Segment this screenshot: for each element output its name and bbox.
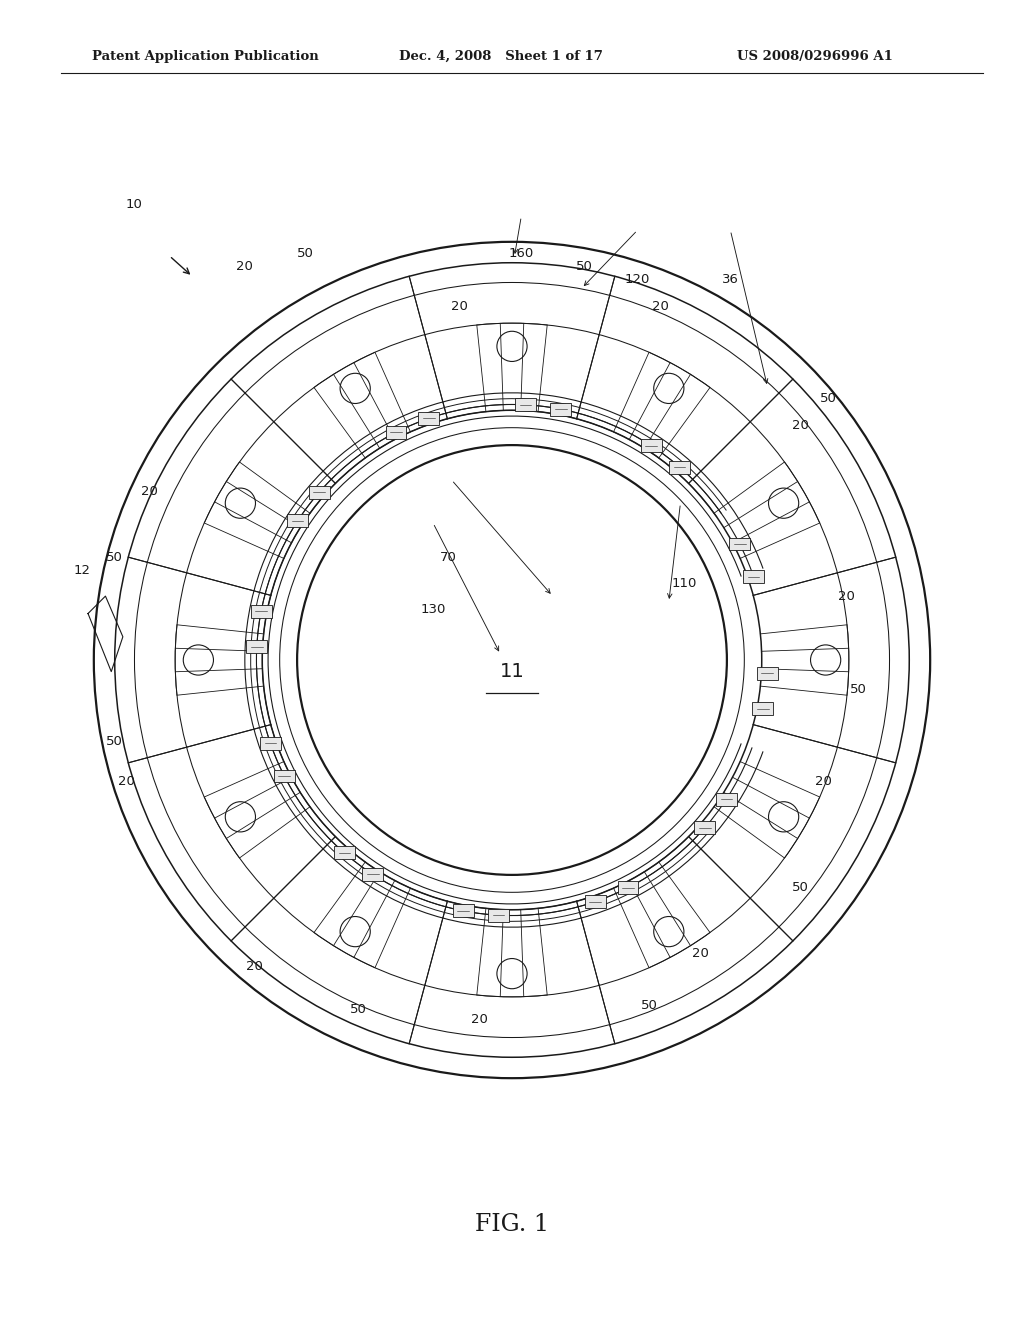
Text: 36: 36 bbox=[722, 273, 739, 286]
Bar bbox=[641, 440, 662, 451]
Text: 20: 20 bbox=[652, 300, 669, 313]
Text: 110: 110 bbox=[671, 577, 696, 590]
Text: 12: 12 bbox=[74, 564, 91, 577]
Text: 11: 11 bbox=[500, 663, 524, 681]
Bar bbox=[385, 426, 407, 438]
Text: 50: 50 bbox=[819, 392, 837, 405]
Text: Dec. 4, 2008   Sheet 1 of 17: Dec. 4, 2008 Sheet 1 of 17 bbox=[399, 50, 603, 63]
Bar bbox=[550, 403, 571, 416]
Text: 20: 20 bbox=[141, 484, 158, 498]
Bar bbox=[515, 399, 536, 412]
Text: 50: 50 bbox=[850, 682, 866, 696]
Bar bbox=[757, 667, 777, 680]
Text: 20: 20 bbox=[452, 300, 468, 313]
Text: US 2008/0296996 A1: US 2008/0296996 A1 bbox=[737, 50, 893, 63]
Text: 20: 20 bbox=[792, 418, 809, 432]
Bar bbox=[419, 412, 439, 425]
Bar bbox=[670, 461, 690, 474]
Text: 20: 20 bbox=[692, 946, 709, 960]
Bar bbox=[488, 908, 509, 921]
Text: FIG. 1: FIG. 1 bbox=[475, 1213, 549, 1237]
Bar bbox=[716, 793, 737, 805]
Text: 130: 130 bbox=[420, 603, 445, 616]
Text: 50: 50 bbox=[350, 1003, 368, 1016]
Bar bbox=[585, 895, 605, 908]
Bar bbox=[287, 515, 308, 527]
Bar bbox=[247, 640, 267, 653]
Text: 20: 20 bbox=[838, 590, 855, 603]
Bar bbox=[694, 821, 716, 834]
Bar bbox=[743, 570, 764, 583]
Text: 20: 20 bbox=[815, 775, 831, 788]
Text: 50: 50 bbox=[106, 735, 123, 748]
Bar bbox=[334, 846, 354, 859]
Bar bbox=[729, 537, 751, 550]
Text: 70: 70 bbox=[439, 550, 457, 564]
Text: 160: 160 bbox=[509, 247, 534, 260]
Bar bbox=[308, 486, 330, 499]
Bar bbox=[251, 605, 271, 618]
Text: 10: 10 bbox=[126, 198, 143, 211]
Text: 20: 20 bbox=[118, 775, 135, 788]
Bar bbox=[453, 904, 474, 917]
Text: 20: 20 bbox=[246, 960, 262, 973]
Text: 50: 50 bbox=[792, 880, 809, 894]
Text: Patent Application Publication: Patent Application Publication bbox=[92, 50, 318, 63]
Text: 50: 50 bbox=[641, 999, 657, 1012]
Bar bbox=[753, 702, 773, 715]
Text: 50: 50 bbox=[297, 247, 313, 260]
Bar bbox=[273, 770, 295, 783]
Bar bbox=[260, 737, 281, 750]
Text: 120: 120 bbox=[625, 273, 650, 286]
Text: 20: 20 bbox=[471, 1012, 487, 1026]
Bar bbox=[362, 869, 383, 880]
Text: 20: 20 bbox=[237, 260, 253, 273]
Text: 50: 50 bbox=[575, 260, 593, 273]
Text: 50: 50 bbox=[106, 550, 123, 564]
Bar bbox=[617, 882, 639, 894]
